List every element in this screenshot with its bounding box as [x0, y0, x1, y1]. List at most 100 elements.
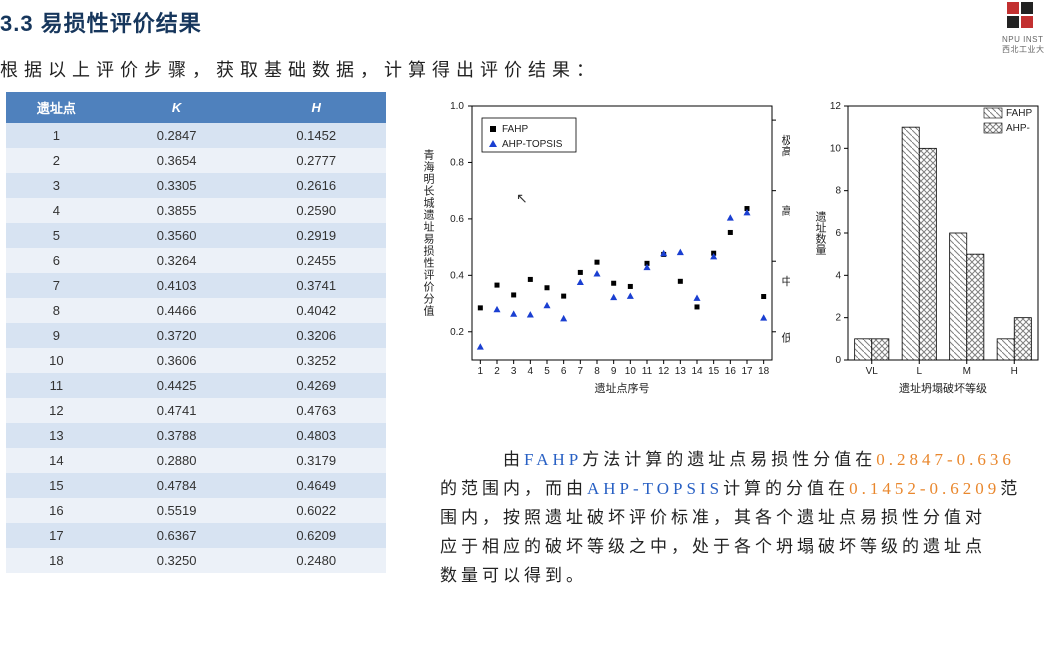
svg-text:18: 18 [758, 366, 770, 377]
table-cell: 0.2455 [246, 248, 386, 273]
table-row: 100.36060.3252 [6, 348, 386, 373]
svg-text:FAHP: FAHP [1006, 108, 1032, 119]
svg-text:10: 10 [625, 366, 637, 377]
table-cell: 10 [6, 348, 107, 373]
result-paragraph: 由FAHP方法计算的遗址点易损性分值在0.2847-0.636 的范围内，而由A… [440, 446, 1044, 590]
table-cell: 0.4741 [107, 398, 247, 423]
svg-text:5: 5 [544, 366, 550, 377]
table-cell: 0.3206 [246, 323, 386, 348]
svg-text:2: 2 [494, 366, 500, 377]
subtitle: 根据以上评价步骤，获取基础数据，计算得出评价结果： [0, 56, 600, 82]
slide: 3.3 易损性评价结果 根据以上评价步骤，获取基础数据，计算得出评价结果： NP… [0, 0, 1050, 656]
table-row: 130.37880.4803 [6, 423, 386, 448]
table-cell: 1 [6, 123, 107, 148]
p1a: 由 [503, 450, 524, 469]
svg-text:15: 15 [708, 366, 720, 377]
table-cell: 0.4103 [107, 273, 247, 298]
table-cell: 12 [6, 398, 107, 423]
svg-text:11: 11 [642, 366, 653, 377]
table-cell: 3 [6, 173, 107, 198]
svg-text:10: 10 [830, 143, 842, 154]
bar-chart: 024681012VLLMHFAHPAHP-遗址坍塌破坏等级遗址数量 [804, 94, 1044, 404]
table-cell: 18 [6, 548, 107, 573]
table-cell: 0.2616 [246, 173, 386, 198]
para-indent [440, 450, 503, 469]
table-cell: 0.2880 [107, 448, 247, 473]
table-cell: 0.6367 [107, 523, 247, 548]
table-cell: 0.2847 [107, 123, 247, 148]
logo-sub2: 西北工业大学 [1002, 44, 1044, 55]
table-cell: 17 [6, 523, 107, 548]
table-cell: 5 [6, 223, 107, 248]
table-row: 80.44660.4042 [6, 298, 386, 323]
table-cell: 0.3855 [107, 198, 247, 223]
p3: 围内，按照遗址破坏评价标准，其各个遗址点易损性分值对 [440, 508, 986, 527]
svg-text:12: 12 [658, 366, 670, 377]
table-cell: 0.3654 [107, 148, 247, 173]
table-cell: 0.2919 [246, 223, 386, 248]
svg-text:6: 6 [835, 228, 841, 239]
table-cell: 0.4649 [246, 473, 386, 498]
table-cell: 0.4784 [107, 473, 247, 498]
table-cell: 13 [6, 423, 107, 448]
table-row: 140.28800.3179 [6, 448, 386, 473]
p2a: 的范围内，而由 [440, 479, 587, 498]
svg-text:青海明长城遗址易损性评价分值: 青海明长城遗址易损性评价分值 [422, 149, 435, 317]
table-header: 遗址点 [6, 92, 107, 123]
svg-text:中: 中 [780, 275, 790, 286]
range2: 0.1452-0.6209 [849, 479, 1000, 498]
svg-text:遗址坍塌破坏等级: 遗址坍塌破坏等级 [899, 381, 987, 395]
table-cell: 0.4466 [107, 298, 247, 323]
table-cell: 2 [6, 148, 107, 173]
table-row: 70.41030.3741 [6, 273, 386, 298]
table-cell: 0.2590 [246, 198, 386, 223]
svg-text:遗址点序号: 遗址点序号 [595, 381, 650, 395]
table-cell: 8 [6, 298, 107, 323]
table-row: 180.32500.2480 [6, 548, 386, 573]
table-cell: 11 [6, 373, 107, 398]
range1: 0.2847-0.636 [876, 450, 1015, 469]
table-cell: 0.2480 [246, 548, 386, 573]
table-row: 120.47410.4763 [6, 398, 386, 423]
table-cell: 0.4803 [246, 423, 386, 448]
svg-text:8: 8 [594, 366, 600, 377]
table-row: 90.37200.3206 [6, 323, 386, 348]
table-cell: 7 [6, 273, 107, 298]
table-row: 40.38550.2590 [6, 198, 386, 223]
table-cell: 0.3305 [107, 173, 247, 198]
table-row: 170.63670.6209 [6, 523, 386, 548]
table-row: 160.55190.6022 [6, 498, 386, 523]
svg-text:4: 4 [835, 270, 841, 281]
table-cell: 4 [6, 198, 107, 223]
table-cell: 14 [6, 448, 107, 473]
p1b: 方法计算的遗址点易损性分值在 [582, 450, 876, 469]
result-table: 遗址点KH10.28470.145220.36540.277730.33050.… [6, 92, 386, 573]
svg-text:4: 4 [528, 366, 534, 377]
table-row: 150.47840.4649 [6, 473, 386, 498]
section-title: 3.3 易损性评价结果 [0, 6, 202, 38]
svg-text:0.2: 0.2 [450, 327, 464, 338]
svg-text:0: 0 [835, 355, 841, 366]
table-row: 20.36540.2777 [6, 148, 386, 173]
table-row: 60.32640.2455 [6, 248, 386, 273]
svg-text:8: 8 [835, 186, 841, 197]
term-ahp: AHP-TOPSIS [587, 479, 723, 498]
svg-text:VL: VL [866, 366, 879, 377]
svg-text:16: 16 [725, 366, 737, 377]
table-cell: 0.4763 [246, 398, 386, 423]
svg-text:H: H [1011, 366, 1018, 377]
svg-text:0.4: 0.4 [450, 270, 464, 281]
table-cell: 0.3720 [107, 323, 247, 348]
table-cell: 6 [6, 248, 107, 273]
table-cell: 16 [6, 498, 107, 523]
scatter-chart: 0.20.40.60.81.01234567891011121314151617… [410, 94, 790, 404]
svg-text:1.0: 1.0 [450, 101, 464, 112]
svg-text:低: 低 [780, 331, 790, 343]
table-header: H [246, 92, 386, 123]
table-row: 110.44250.4269 [6, 373, 386, 398]
table-cell: 0.3264 [107, 248, 247, 273]
svg-text:高: 高 [780, 203, 790, 216]
svg-text:0.6: 0.6 [450, 214, 464, 225]
table-row: 10.28470.1452 [6, 123, 386, 148]
svg-text:L: L [916, 366, 922, 377]
